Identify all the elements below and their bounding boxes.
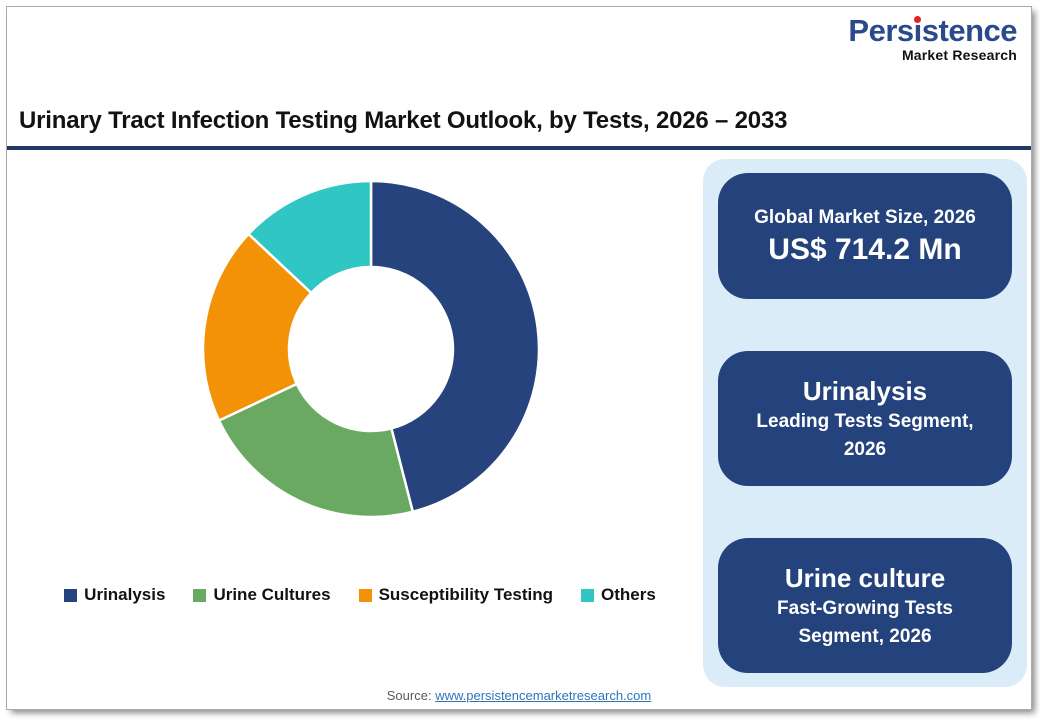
market-size-card: Global Market Size, 2026 US$ 714.2 Mn [718,173,1012,299]
legend-item-others: Others [581,585,656,605]
page-frame: Persistence Market Research Urinary Trac… [6,6,1032,710]
legend-label-others: Others [601,585,656,604]
brand-logo-dotted-i: i [913,13,923,48]
legend-swatch-urinalysis [64,588,78,602]
legend-item-urine-cultures: Urine Cultures [193,585,331,605]
legend-label-susceptibility-testing: Susceptibility Testing [378,585,554,604]
legend-item-susceptibility-testing: Susceptibility Testing [358,585,554,605]
legend-swatch-susceptibility-testing [358,588,372,602]
legend-label-urinalysis: Urinalysis [84,585,166,604]
donut-chart [201,179,541,519]
market-size-card-title: Global Market Size, 2026 [754,207,976,228]
brand-logo-text-left: Pers [848,13,914,48]
source-line: Source: www.persistencemarketresearch.co… [7,688,1031,703]
chart-legend: Urinalysis Urine Cultures Susceptibility… [7,585,713,605]
donut-slice-urinalysis [369,179,541,513]
title-underline [7,146,1031,150]
donut-slice-susceptibility-testing [201,232,313,422]
source-link[interactable]: www.persistencemarketresearch.com [435,688,652,703]
fast-growing-segment-card-title: Urine culture [784,562,946,593]
brand-logo-name: Persistence [848,15,1017,46]
brand-logo-tagline: Market Research [901,47,1017,63]
highlights-panel: Global Market Size, 2026 US$ 714.2 Mn Ur… [703,159,1027,687]
leading-segment-card: Urinalysis Leading Tests Segment, 2026 [718,351,1012,486]
donut-chart-container [201,179,541,519]
source-label: Source: [386,688,432,703]
donut-slice-urine-cultures [217,382,415,519]
brand-logo-text-right: stence [921,13,1018,48]
legend-swatch-others [581,588,595,602]
leading-segment-card-subtitle: Leading Tests Segment, 2026 [756,410,974,460]
leading-segment-card-title: Urinalysis [802,375,928,406]
fast-growing-segment-card: Urine culture Fast-Growing Tests Segment… [718,538,1012,673]
legend-label-urine-cultures: Urine Cultures [213,585,331,604]
market-size-card-value: US$ 714.2 Mn [768,233,962,266]
legend-swatch-urine-cultures [193,588,207,602]
legend-item-urinalysis: Urinalysis [64,585,165,605]
page-title: Urinary Tract Infection Testing Market O… [19,107,788,134]
brand-logo: Persistence Market Research [848,15,1017,62]
donut-slice-others [247,179,373,295]
fast-growing-segment-card-subtitle: Fast-Growing Tests Segment, 2026 [777,597,953,647]
